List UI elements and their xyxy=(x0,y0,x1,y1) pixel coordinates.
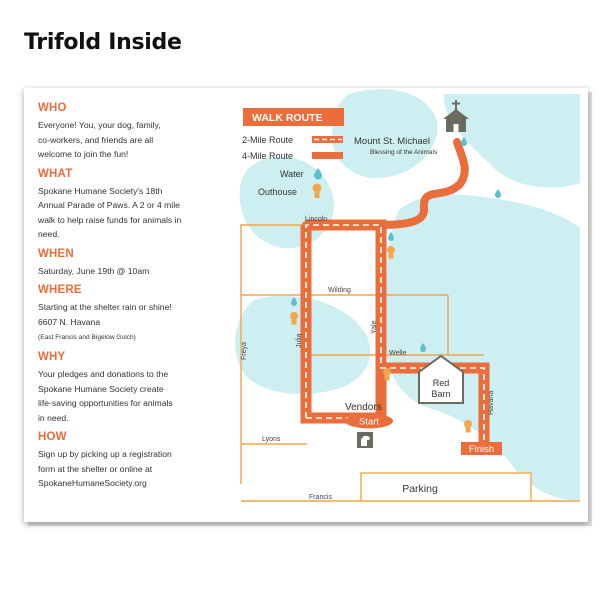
street-grid xyxy=(240,224,580,502)
event-info-column: WHO Everyone! You, your dog, family, co-w… xyxy=(38,102,218,497)
water-icon xyxy=(291,297,297,306)
walk-route-map: WALK ROUTE 2-Mile Route 4-Mile Route Wat… xyxy=(235,89,580,502)
when-heading: WHEN xyxy=(38,247,74,260)
water-icon xyxy=(388,232,394,241)
parking-lot xyxy=(360,472,532,502)
church-icon xyxy=(443,100,469,132)
church-subtitle: Blessing of the Animals xyxy=(370,149,438,156)
red-barn-icon xyxy=(418,354,464,404)
start-marker xyxy=(345,413,393,429)
street-label-francis: Francis xyxy=(309,494,332,501)
legend-4-mile-swatch xyxy=(312,152,343,159)
street-label-julia: Julia xyxy=(296,333,303,348)
outhouse-icon xyxy=(383,368,391,381)
where-text: Starting at the shelter rain or shine! 66… xyxy=(38,302,172,327)
church-name: Mount St. Michael xyxy=(354,136,430,147)
legend-2-mile-label: 2-Mile Route xyxy=(242,135,293,145)
parking-label: Parking xyxy=(402,483,438,495)
finish-marker xyxy=(461,442,502,455)
how-text: Sign up by picking up a registration form… xyxy=(38,447,218,491)
street-label-havana: Havana xyxy=(488,391,495,415)
legend-2-mile-swatch xyxy=(312,136,343,143)
vendors-label: Vendors xyxy=(345,402,382,413)
where-heading: WHERE xyxy=(38,284,82,296)
why-text: Your pledges and donations to the Spokane… xyxy=(38,369,173,423)
street-label-freya: Freya xyxy=(241,342,248,360)
street-label-lyons: Lyons xyxy=(262,436,281,443)
outhouse-icon xyxy=(290,312,298,325)
when-text: Saturday, June 19th @ 10am xyxy=(38,265,150,276)
street-label-welle: Welle xyxy=(389,350,406,357)
legend-4-mile-label: 4-Mile Route xyxy=(242,151,293,161)
barn-label-line1: Red xyxy=(433,378,450,388)
water-icon xyxy=(495,189,501,198)
what-text: Spokane Humane Society's 18th Annual Para… xyxy=(38,185,182,240)
what-heading: WHAT xyxy=(38,167,73,180)
legend-outhouse-icon xyxy=(312,183,322,198)
street-label-wilding: Wilding xyxy=(328,287,351,294)
shelter-dog-icon xyxy=(357,432,373,448)
legend-title: WALK ROUTE xyxy=(252,112,323,124)
how-heading: HOW xyxy=(38,431,67,443)
why-heading: WHY xyxy=(38,351,66,363)
water-stations xyxy=(291,137,501,352)
legend-water-icon xyxy=(314,168,322,180)
start-label: Start xyxy=(359,417,379,428)
where-note: (East Francis and Bigelow Gulch) xyxy=(38,334,136,341)
outhouses xyxy=(290,246,472,433)
trifold-inside-panel: WALK ROUTE 2-Mile Route 4-Mile Route Wat… xyxy=(24,88,588,522)
barn-label-line2: Barn xyxy=(431,389,450,399)
outhouse-icon xyxy=(464,420,472,433)
water-icon xyxy=(420,343,426,352)
street-label-lincoln: Lincoln xyxy=(305,216,327,223)
legend-title-box xyxy=(243,108,344,126)
legend: WALK ROUTE 2-Mile Route 4-Mile Route Wat… xyxy=(242,108,344,198)
who-text: Everyone! You, your dog, family, co-worke… xyxy=(38,120,161,159)
legend-water-label: Water xyxy=(280,169,304,179)
legend-outhouse-label: Outhouse xyxy=(258,187,297,197)
page-title: Trifold Inside xyxy=(24,30,182,55)
street-label-yale: Yale xyxy=(371,320,378,334)
who-heading: WHO xyxy=(38,102,67,114)
water-icon xyxy=(461,137,467,146)
website-link[interactable]: SpokaneHumaneSociety.org xyxy=(38,478,147,488)
outhouse-icon xyxy=(387,246,395,259)
finish-label: Finish xyxy=(469,444,494,455)
